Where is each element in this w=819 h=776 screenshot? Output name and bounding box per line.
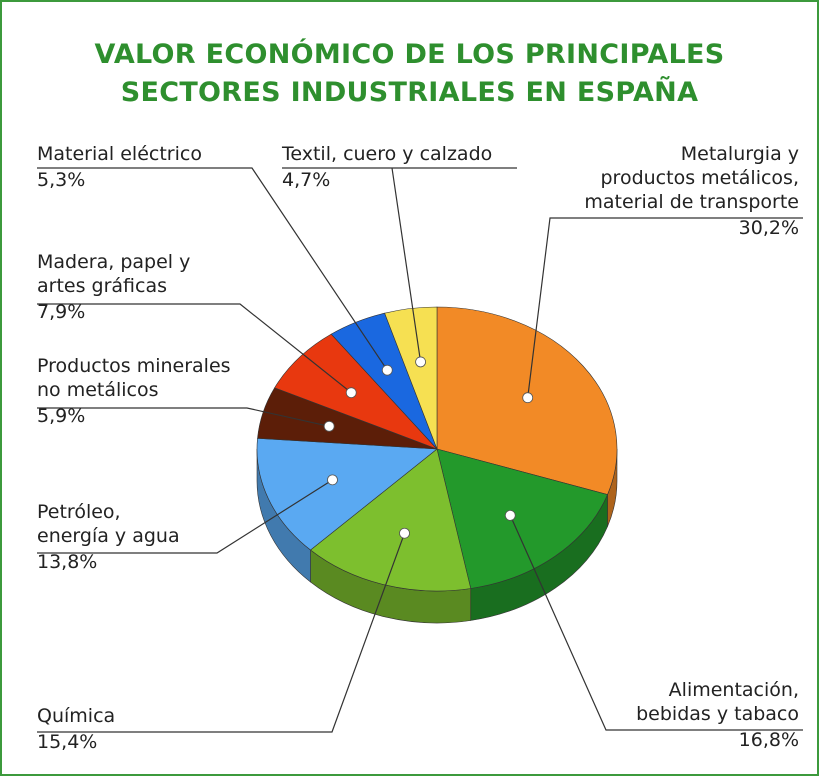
- category-label: Madera, papel y artes gráficas: [37, 251, 191, 297]
- leader-line: [527, 217, 803, 398]
- value-label: 15,4%: [37, 731, 98, 753]
- leader-dot: [381, 364, 393, 376]
- leader-dot: [345, 387, 357, 399]
- value-label: 5,3%: [37, 169, 86, 191]
- value-label: 7,9%: [37, 301, 86, 323]
- slice-label: Alimentación, bebidas y tabaco 16,8%: [636, 678, 799, 752]
- category-label: Productos minerales no metálicos: [37, 355, 231, 401]
- category-label: Metalurgia y productos metálicos, materi…: [584, 143, 799, 213]
- leader-dot: [399, 527, 410, 539]
- leader-line: [37, 407, 330, 427]
- value-label: 13,8%: [37, 551, 98, 573]
- chart-title: VALOR ECONÓMICO DE LOS PRINCIPALES SECTO…: [94, 39, 725, 108]
- category-label: Textil, cuero y calzado: [282, 143, 493, 165]
- slice-label: Material eléctrico 5,3%: [37, 142, 202, 192]
- leader-dot: [504, 510, 516, 521]
- slice-label: Petróleo, energía y agua 13,8%: [37, 500, 180, 574]
- category-label: Material eléctrico: [37, 143, 202, 165]
- slice-label: Textil, cuero y calzado 4,7%: [282, 142, 492, 192]
- slice-label: Madera, papel y artes gráficas 7,9%: [37, 250, 190, 324]
- leader-dot: [327, 474, 338, 486]
- category-label: Petróleo, energía y agua: [37, 501, 180, 547]
- leader-line: [282, 167, 517, 363]
- leader-dot: [323, 420, 335, 432]
- value-label: 5,9%: [37, 405, 86, 427]
- slice-label: Productos minerales no metálicos 5,9%: [37, 354, 231, 428]
- leader-line: [37, 533, 406, 733]
- leader-line: [37, 303, 352, 394]
- value-label: 30,2%: [738, 217, 799, 239]
- category-label: Química: [37, 705, 116, 727]
- slice: [384, 306, 438, 450]
- slice-label: Química 15,4%: [37, 704, 115, 754]
- leader-line: [37, 479, 333, 554]
- value-label: 4,7%: [282, 169, 331, 191]
- slice: [256, 437, 438, 551]
- leader-dot: [415, 356, 426, 368]
- leader-dot: [522, 392, 534, 404]
- value-label: 16,8%: [738, 729, 799, 751]
- slice: [436, 448, 608, 589]
- slice-label: Metalurgia y productos metálicos, materi…: [584, 142, 799, 240]
- category-label: Alimentación, bebidas y tabaco: [636, 679, 799, 725]
- leader-line: [509, 515, 803, 731]
- leader-line: [37, 167, 388, 371]
- slice: [310, 448, 472, 592]
